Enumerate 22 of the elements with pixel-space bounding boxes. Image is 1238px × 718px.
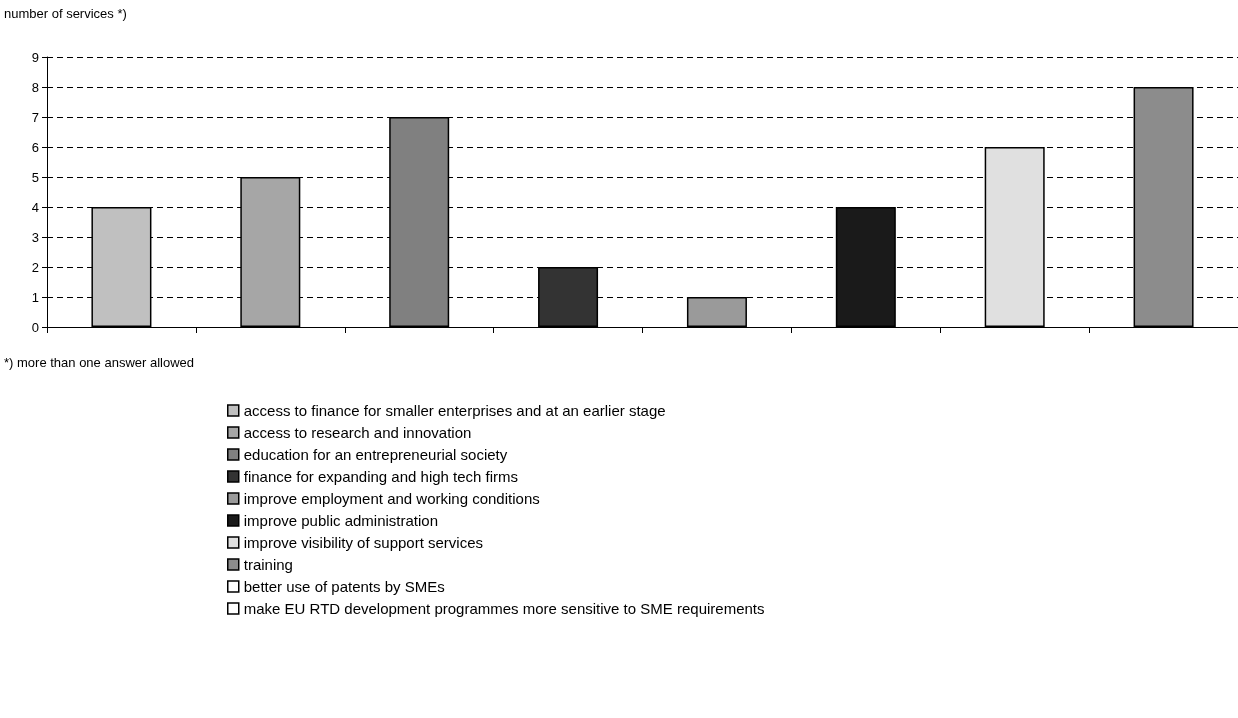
y-tick-label: 2 — [31, 259, 39, 275]
y-tick-label: 7 — [31, 109, 39, 125]
text: *) more than one answer allowed — [4, 355, 195, 370]
y-tick-label: 0 — [31, 319, 39, 335]
y-tick-label: 8 — [31, 79, 39, 95]
legend-label: better use of patents by SMEs — [243, 578, 445, 595]
y-tick-label: 3 — [31, 229, 39, 245]
legend-label: improve visibility of support services — [243, 534, 483, 551]
y-tick-label: 9 — [31, 49, 39, 65]
y-tick-label: 4 — [31, 199, 39, 215]
legend-label: make EU RTD development programmes more sensitive to SME requirements — [243, 600, 765, 617]
legend-label: finance for expanding and high tech firms — [243, 468, 519, 485]
legend-label: education for an entrepreneurial society — [243, 446, 508, 463]
legend-label: improve employment and working conditions — [243, 490, 540, 507]
y-tick-label: 1 — [31, 289, 39, 305]
legend-label: training — [243, 556, 293, 573]
y-axis-title: number of services *) — [4, 6, 127, 21]
y-tick-label: 6 — [31, 139, 39, 155]
legend-label: access to finance for smaller enterprises and at an earlier stage — [243, 402, 666, 419]
y-tick-label: 5 — [31, 169, 39, 185]
legend-label: improve public administration — [243, 512, 439, 529]
legend-label: access to research and innovation — [243, 424, 472, 441]
